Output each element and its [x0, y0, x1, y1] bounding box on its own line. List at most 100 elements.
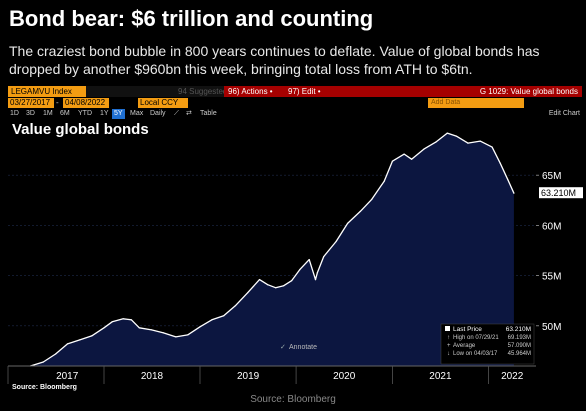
end-date-field[interactable]: 04/08/2022	[63, 98, 109, 108]
suggested-charts-menu[interactable]: 94 Suggested Charts	[178, 87, 254, 96]
range-1y[interactable]: 1Y	[100, 110, 109, 117]
data-point-43	[479, 140, 481, 142]
data-point-42	[467, 142, 469, 144]
graph-title: G 1029: Value global bonds	[479, 87, 578, 96]
edit-chart-button[interactable]: Edit Chart	[548, 110, 580, 117]
data-point-20	[258, 279, 261, 281]
frequency-select[interactable]: Daily	[150, 110, 166, 117]
last-value-marker: 63.210M	[539, 187, 583, 199]
range-max[interactable]: Max	[130, 110, 144, 117]
terminal-top-bar: LEGAMVU Index 94 Suggested Charts 96) Ac…	[8, 86, 582, 97]
data-point-39	[435, 141, 437, 143]
headline: Bond bear: $6 trillion and counting	[9, 6, 374, 31]
data-point-10	[138, 327, 140, 329]
chart-options-icon[interactable]: ⇄	[186, 110, 192, 117]
data-point-27	[314, 279, 317, 281]
range-toolbar: 1D 3D 1M 6M YTD 1Y 5Y Max Daily ⟋ ⇄ Tabl…	[8, 109, 582, 119]
legend-box: Last Price 63.210M ↑ High on 07/29/21 69…	[440, 323, 535, 365]
data-point-46	[507, 178, 509, 180]
range-1d[interactable]: 1D	[10, 110, 19, 117]
y-tick-label: 55M	[542, 272, 561, 283]
data-point-2	[55, 353, 57, 355]
series-points	[29, 132, 515, 367]
legend-low-icon: ↓	[447, 351, 450, 357]
legend-low-label: Low on 04/03/17	[453, 351, 498, 357]
data-point-17	[223, 315, 225, 317]
data-point-6	[103, 327, 105, 329]
data-point-29	[323, 256, 325, 258]
data-point-16	[211, 319, 213, 321]
data-point-44	[491, 146, 493, 148]
data-point-11	[151, 329, 153, 331]
data-point-8	[122, 318, 124, 320]
edit-menu[interactable]: 97) Edit •	[288, 87, 321, 96]
data-point-19	[247, 292, 249, 294]
data-point-9	[130, 319, 132, 321]
date-separator: -	[56, 98, 59, 107]
y-tick-label: 50M	[542, 322, 561, 333]
x-tick-label: 2021	[429, 371, 452, 382]
last-value-label: 63.210M	[541, 188, 576, 198]
data-point-15	[199, 326, 201, 328]
area-fill	[30, 133, 514, 366]
y-tick-label: 60M	[542, 221, 561, 232]
ticker-field[interactable]: LEGAMVU Index	[8, 86, 86, 97]
range-ytd[interactable]: YTD	[78, 110, 92, 117]
x-tick-label: 2017	[56, 371, 79, 382]
table-button[interactable]: Table	[200, 110, 217, 117]
data-point-13	[175, 336, 177, 338]
legend-average-value: 57.090M	[508, 343, 531, 349]
legend-high-value: 69.193M	[508, 335, 531, 341]
legend-low-value: 45.964M	[508, 351, 531, 357]
data-point-31	[347, 222, 349, 224]
inner-source: Source: Bloomberg	[12, 384, 77, 391]
annotate-icon[interactable]: ✓	[280, 344, 286, 351]
data-point-3	[66, 343, 69, 345]
data-point-12	[162, 332, 165, 334]
range-3d[interactable]: 3D	[26, 110, 35, 117]
range-6m[interactable]: 6M	[60, 110, 70, 117]
data-point-30	[335, 240, 337, 243]
data-point-23	[283, 285, 285, 287]
x-tick-label: 2020	[333, 371, 356, 382]
x-axis: 2017 2018 2019 2020 2021 2022	[7, 366, 524, 384]
annotate-label[interactable]: Annotate	[289, 344, 317, 351]
data-point-7	[111, 321, 113, 323]
data-point-32	[359, 210, 361, 212]
actions-menu[interactable]: 96) Actions •	[228, 87, 273, 96]
chart-title: Value global bonds	[12, 121, 149, 138]
data-point-26	[308, 259, 310, 261]
data-point-33	[371, 198, 373, 200]
legend-average-label: Average	[453, 343, 476, 349]
currency-select[interactable]: Local CCY	[138, 98, 188, 108]
data-point-5	[91, 335, 93, 337]
data-point-22	[275, 287, 277, 289]
terminal-red-bar: 96) Actions • 97) Edit • G 1029: Value g…	[224, 86, 582, 97]
range-1m[interactable]: 1M	[43, 110, 53, 117]
data-point-18	[234, 305, 236, 307]
chart-type-icon[interactable]: ⟋	[174, 110, 179, 117]
date-range-bar: 03/27/2017 - 04/08/2022 Local CCY Add Da…	[8, 98, 582, 108]
data-point-40	[446, 132, 448, 134]
y-tick-label: 65M	[542, 171, 561, 182]
data-point-24	[291, 280, 293, 282]
legend-high-icon: ↑	[447, 335, 450, 341]
data-point-28	[316, 272, 318, 274]
annotate-control[interactable]: ✓ Annotate	[280, 344, 317, 351]
add-data-field[interactable]: Add Data	[428, 98, 524, 108]
legend-last-price-label: Last Price	[453, 326, 482, 333]
range-5y[interactable]: 5Y	[112, 109, 125, 119]
data-point-38	[423, 148, 425, 150]
x-tick-label: 2018	[141, 371, 164, 382]
x-tick-label: 2022	[501, 371, 524, 382]
data-point-25	[299, 269, 301, 271]
data-point-41	[455, 135, 457, 137]
data-point-1	[42, 361, 44, 363]
legend-average-icon: +	[447, 343, 451, 349]
x-tick-label: 2019	[237, 371, 260, 382]
data-point-34	[383, 180, 385, 182]
legend-last-price-value: 63.210M	[506, 326, 531, 333]
data-point-37	[411, 158, 413, 160]
start-date-field[interactable]: 03/27/2017	[8, 98, 54, 108]
